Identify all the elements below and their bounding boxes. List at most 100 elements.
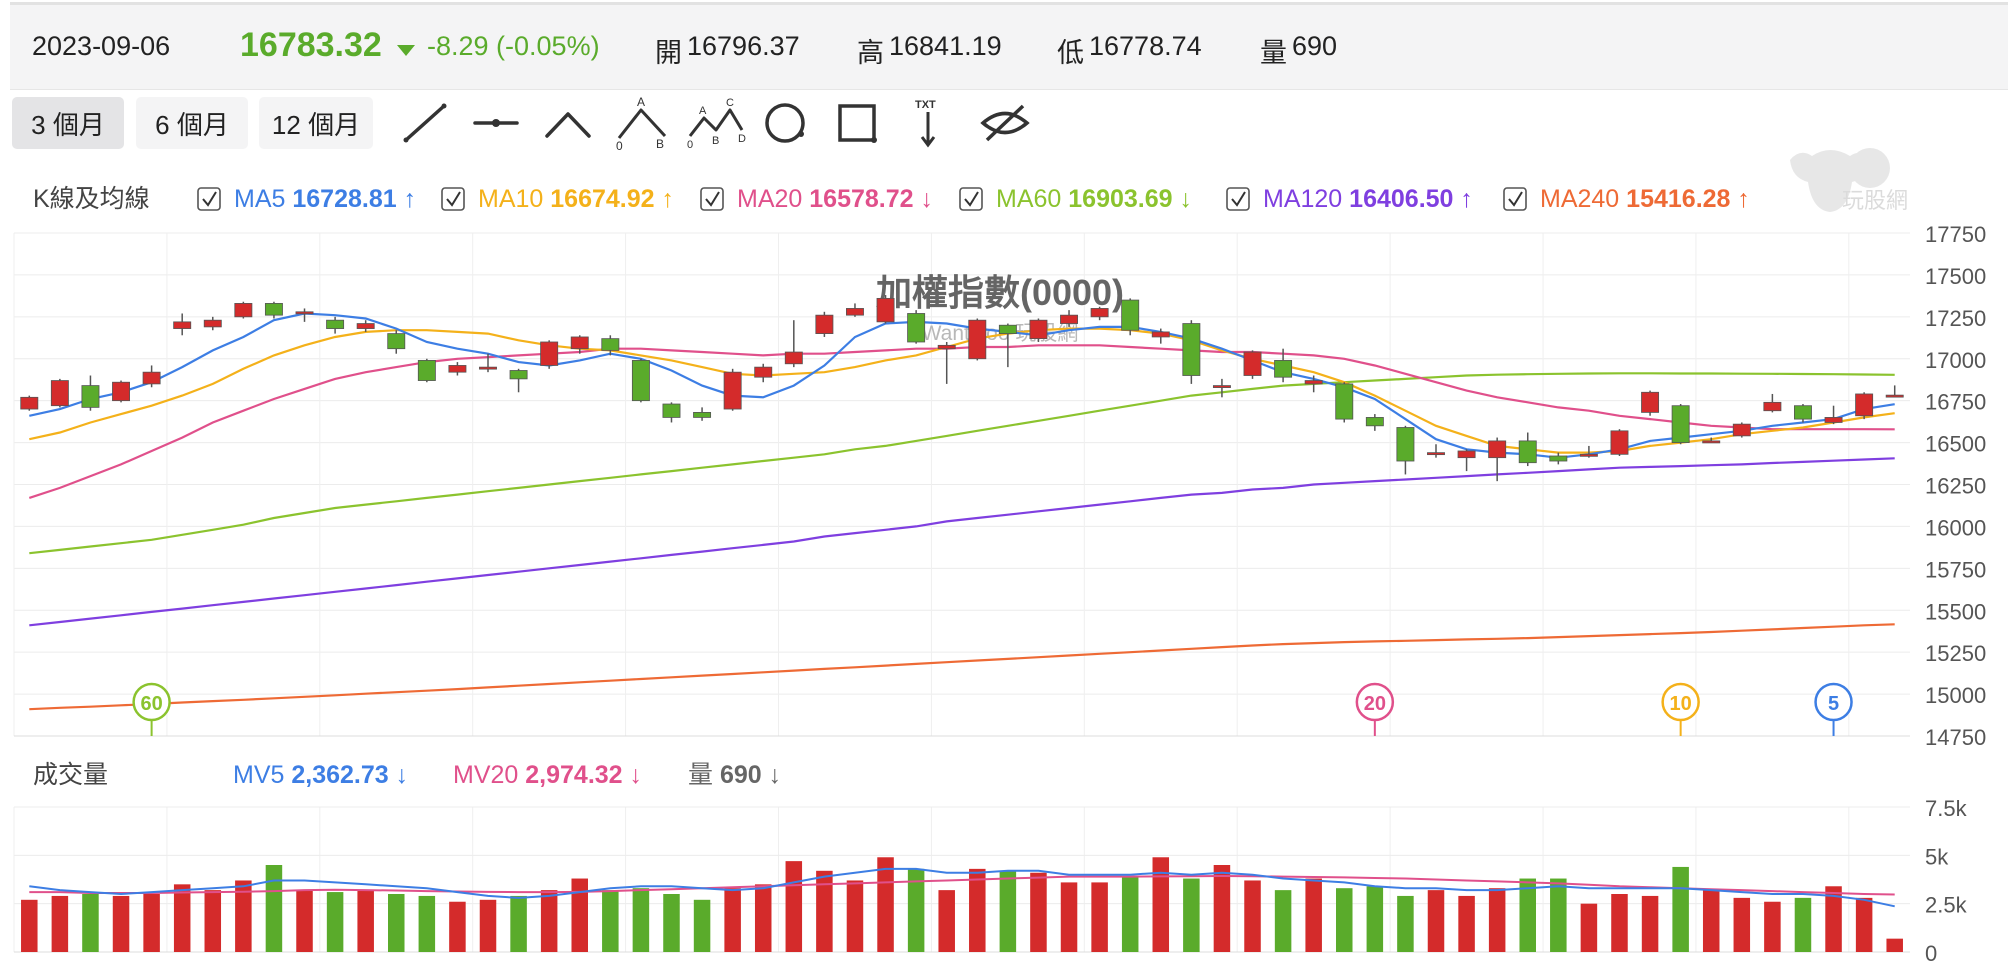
volume-bar (357, 890, 374, 952)
volume-bar (1152, 857, 1170, 952)
volume-bar (1519, 878, 1536, 952)
check-icon (202, 191, 217, 207)
volume-bar (51, 895, 69, 952)
kline-panel-label: K線及均線 (33, 185, 150, 213)
ma-checkbox[interactable] (959, 187, 983, 211)
volume-bar (1366, 886, 1384, 952)
volume-bar (1733, 897, 1751, 952)
candle (754, 366, 773, 378)
ma60-line (29, 372, 1895, 555)
abcd-pattern-tool-icon[interactable]: A C B D 0 (686, 96, 748, 151)
ma-checkbox[interactable] (197, 187, 221, 211)
range-3m-button[interactable]: 3 個月 (12, 97, 124, 149)
line-tool-icon[interactable] (398, 96, 452, 150)
candle (1732, 423, 1751, 437)
volume-bar (938, 890, 955, 952)
open-label: 開 (655, 38, 682, 68)
candle (20, 396, 39, 410)
volume-bar (1580, 903, 1598, 952)
tool-label-zero: 0 (616, 139, 623, 150)
ma-checkbox[interactable] (1503, 187, 1527, 211)
candle (1763, 401, 1782, 412)
candle (876, 297, 895, 323)
tool-label-a: A (637, 96, 645, 109)
volume-bar (1702, 890, 1720, 952)
candle (1702, 440, 1721, 444)
ma240-line (29, 623, 1895, 711)
candle (1304, 380, 1323, 385)
open-value: 16796.37 (687, 31, 800, 61)
down-triangle-icon (397, 45, 415, 56)
candle (295, 311, 314, 315)
text-arrow-tool-icon[interactable]: TXT (901, 96, 955, 150)
ma-cross-marker (132, 682, 171, 722)
candle (1212, 385, 1231, 388)
hide-drawings-icon[interactable] (975, 96, 1035, 150)
candle (693, 412, 712, 418)
volume-bar (1825, 886, 1842, 952)
volume-bar (999, 870, 1017, 952)
check-icon (1231, 191, 1246, 207)
candle (1427, 452, 1445, 456)
kline-y-tick: 16500 (1925, 432, 1986, 457)
volume-bar (540, 890, 558, 952)
ma-legend-item: MA60 16903.69 ↓ (996, 185, 1192, 213)
volume-bar (602, 890, 619, 952)
kline-y-tick: 17500 (1925, 264, 1986, 289)
ma-checkbox[interactable] (441, 187, 465, 211)
volume-bar (1886, 938, 1903, 952)
candle (1090, 308, 1109, 318)
volume-bar (296, 890, 313, 952)
price-change: -8.29 (-0.05%) (427, 31, 600, 61)
tool-label-b2: B (712, 135, 719, 147)
angle-tool-icon[interactable] (541, 96, 595, 150)
ma-legend-item: MA5 16728.81 ↑ (234, 185, 416, 213)
volume-bar (143, 894, 160, 952)
ma-checkbox[interactable] (1226, 187, 1250, 211)
low-value: 16778.74 (1089, 31, 1202, 61)
ma-cross-marker (1355, 682, 1395, 722)
volume-bar (204, 890, 222, 952)
volume-bar (1121, 876, 1139, 952)
candle (846, 308, 864, 316)
volume-bar (1611, 894, 1628, 952)
volume-label: 量 (1260, 38, 1287, 68)
candle (662, 403, 681, 418)
volume-bar (112, 895, 130, 952)
candle (479, 366, 497, 370)
ma-checkbox[interactable] (700, 187, 724, 211)
candle (81, 385, 100, 408)
range-6m-button[interactable]: 6 個月 (136, 97, 248, 149)
volume-bar (1397, 895, 1414, 952)
abc-pattern-tool-icon[interactable]: A 0 B (613, 95, 673, 153)
tool-label-b: B (656, 137, 664, 150)
watermark-logo-text: 玩股網 (1842, 188, 1908, 213)
candle (142, 371, 161, 385)
volume-y-tick: 2.5k (1925, 893, 1968, 918)
volume-y-tick: 5k (1925, 844, 1949, 869)
kline-y-tick: 15500 (1925, 599, 1986, 624)
volume-bar (1488, 888, 1506, 952)
candle (1457, 450, 1476, 459)
volume-bar (265, 865, 283, 952)
ma-cross-marker-label: 60 (140, 693, 162, 715)
volume-bar (785, 861, 803, 952)
mv5-line (29, 867, 1895, 908)
check-icon (1508, 191, 1523, 207)
volume-bar (1794, 897, 1812, 952)
volume-bar (1091, 882, 1108, 952)
ma10-line (29, 327, 1895, 454)
candle (601, 338, 620, 351)
horizontal-line-tool-icon[interactable] (469, 96, 523, 150)
mv-legend-item: 量 690 ↓ (688, 761, 781, 789)
candle (356, 323, 375, 329)
volume-bar (388, 894, 405, 952)
volume-value: 690 (1292, 31, 1338, 61)
range-12m-button[interactable]: 12 個月 (259, 97, 373, 149)
wantgoo-logo: 玩股網 (1790, 148, 1908, 213)
bull-logo-icon (1790, 150, 1872, 212)
circle-tool-icon[interactable] (758, 96, 812, 150)
rectangle-tool-icon[interactable] (830, 96, 884, 150)
mv-legend-item: MV5 2,362.73 ↓ (233, 761, 408, 789)
